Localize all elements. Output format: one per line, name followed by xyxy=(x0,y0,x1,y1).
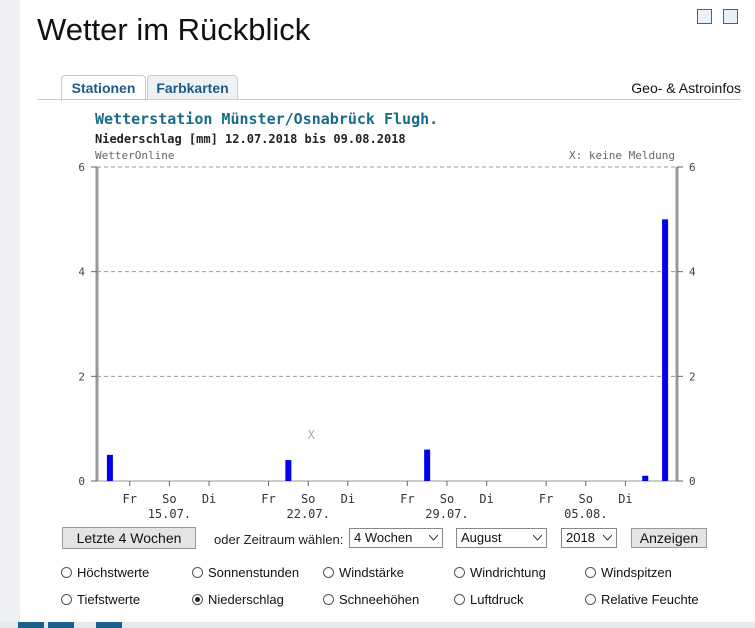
chart-subtitle: Niederschlag [mm] 12.07.2018 bis 09.08.2… xyxy=(95,132,406,146)
radio[interactable] xyxy=(585,567,596,578)
radio[interactable] xyxy=(192,594,203,605)
bottom-block xyxy=(96,622,122,628)
share-icon[interactable] xyxy=(723,9,738,24)
bar xyxy=(642,475,649,481)
radio-option[interactable]: Windspitzen xyxy=(585,564,672,582)
tab-line xyxy=(38,99,741,100)
bottom-block xyxy=(18,622,44,628)
x-tick-label: So xyxy=(301,492,315,506)
radio-label: Tiefstwerte xyxy=(77,592,141,607)
x-date-label: 05.08. xyxy=(564,507,607,521)
side-strip xyxy=(0,0,20,628)
year-value: 2018 xyxy=(566,530,595,545)
radio-label: Windstärke xyxy=(339,565,405,580)
radio-label: Windspitzen xyxy=(601,565,672,580)
x-tick-label: Fr xyxy=(123,492,137,506)
radio-option[interactable]: Windrichtung xyxy=(454,564,546,582)
radio-option[interactable]: Tiefstwerte xyxy=(61,591,140,609)
y-tick-label: 2 xyxy=(78,370,85,383)
bottom-block xyxy=(48,622,74,628)
radio-option[interactable]: Sonnenstunden xyxy=(192,564,299,582)
range-label: oder Zeitraum wählen: xyxy=(214,532,344,547)
last-weeks-button[interactable]: Letzte 4 Wochen xyxy=(62,527,196,549)
radio-option[interactable]: Niederschlag xyxy=(192,591,284,609)
y-tick-label: 6 xyxy=(78,161,85,174)
x-tick-label: Di xyxy=(202,492,216,506)
x-tick-label: Di xyxy=(479,492,493,506)
x-tick-label: Fr xyxy=(400,492,414,506)
x-tick-label: Di xyxy=(341,492,355,506)
radio[interactable] xyxy=(454,594,465,605)
period-value: 4 Wochen xyxy=(354,530,413,545)
radio[interactable] xyxy=(192,567,203,578)
x-tick-label: So xyxy=(579,492,593,506)
radio-option[interactable]: Luftdruck xyxy=(454,591,523,609)
chart-title: Wetterstation Münster/Osnabrück Flugh. xyxy=(95,110,438,128)
x-tick-label: So xyxy=(162,492,176,506)
radio-label: Höchstwerte xyxy=(77,565,150,580)
chevron xyxy=(429,535,438,541)
radio-label: Niederschlag xyxy=(208,592,284,607)
radio[interactable] xyxy=(454,567,465,578)
radio-label: Luftdruck xyxy=(470,592,524,607)
x-tick-label: Fr xyxy=(261,492,275,506)
y-tick-label: 0 xyxy=(78,475,85,488)
x-date-label: 22.07. xyxy=(287,507,330,521)
radio[interactable] xyxy=(323,594,334,605)
tab[interactable]: Stationen xyxy=(61,75,146,101)
y-tick-label: 4 xyxy=(78,266,85,279)
chevron xyxy=(603,535,612,541)
x-tick-label: Di xyxy=(618,492,632,506)
bar xyxy=(285,460,292,481)
radio-label: Sonnenstunden xyxy=(208,565,300,580)
x-tick-label: So xyxy=(440,492,454,506)
bar xyxy=(106,454,113,481)
month-value: August xyxy=(461,530,502,545)
y2-tick-label: 2 xyxy=(689,370,696,383)
radio[interactable] xyxy=(323,567,334,578)
radio[interactable] xyxy=(61,594,72,605)
bar xyxy=(662,219,669,482)
radio[interactable] xyxy=(585,594,596,605)
radio-option[interactable]: Höchstwerte xyxy=(61,564,149,582)
y2-tick-label: 6 xyxy=(689,161,696,174)
missing-marker: X xyxy=(308,428,316,442)
radio-option[interactable]: Schneehöhen xyxy=(323,591,419,609)
x-date-label: 15.07. xyxy=(148,507,191,521)
show-button[interactable]: Anzeigen xyxy=(631,528,707,548)
period-select[interactable]: 4 Wochen xyxy=(349,528,443,548)
radio-label: Schneehöhen xyxy=(339,592,420,607)
bar xyxy=(424,449,431,481)
year-select[interactable]: 2018 xyxy=(561,528,617,548)
x-tick-label: Fr xyxy=(539,492,553,506)
radio-option[interactable]: Windstärke xyxy=(323,564,404,582)
y2-tick-label: 0 xyxy=(689,475,696,488)
radio[interactable] xyxy=(61,567,72,578)
month-select[interactable]: August xyxy=(456,528,547,548)
radio-option[interactable]: Relative Feuchte xyxy=(585,591,699,609)
x-date-label: 29.07. xyxy=(425,507,468,521)
radio-label: Relative Feuchte xyxy=(601,592,699,607)
bottom-strip xyxy=(0,622,755,628)
chart-source: WetterOnline xyxy=(95,149,174,162)
chevron xyxy=(533,535,542,541)
tab[interactable]: Farbkarten xyxy=(147,75,238,100)
radio-label: Windrichtung xyxy=(470,565,546,580)
geo-link[interactable]: Geo- & Astroinfos xyxy=(631,80,741,96)
missing-note: X: keine Meldung xyxy=(569,149,675,162)
y2-tick-label: 4 xyxy=(689,266,696,279)
page-title: Wetter im Rückblick xyxy=(37,12,311,47)
print-icon[interactable] xyxy=(697,9,712,24)
